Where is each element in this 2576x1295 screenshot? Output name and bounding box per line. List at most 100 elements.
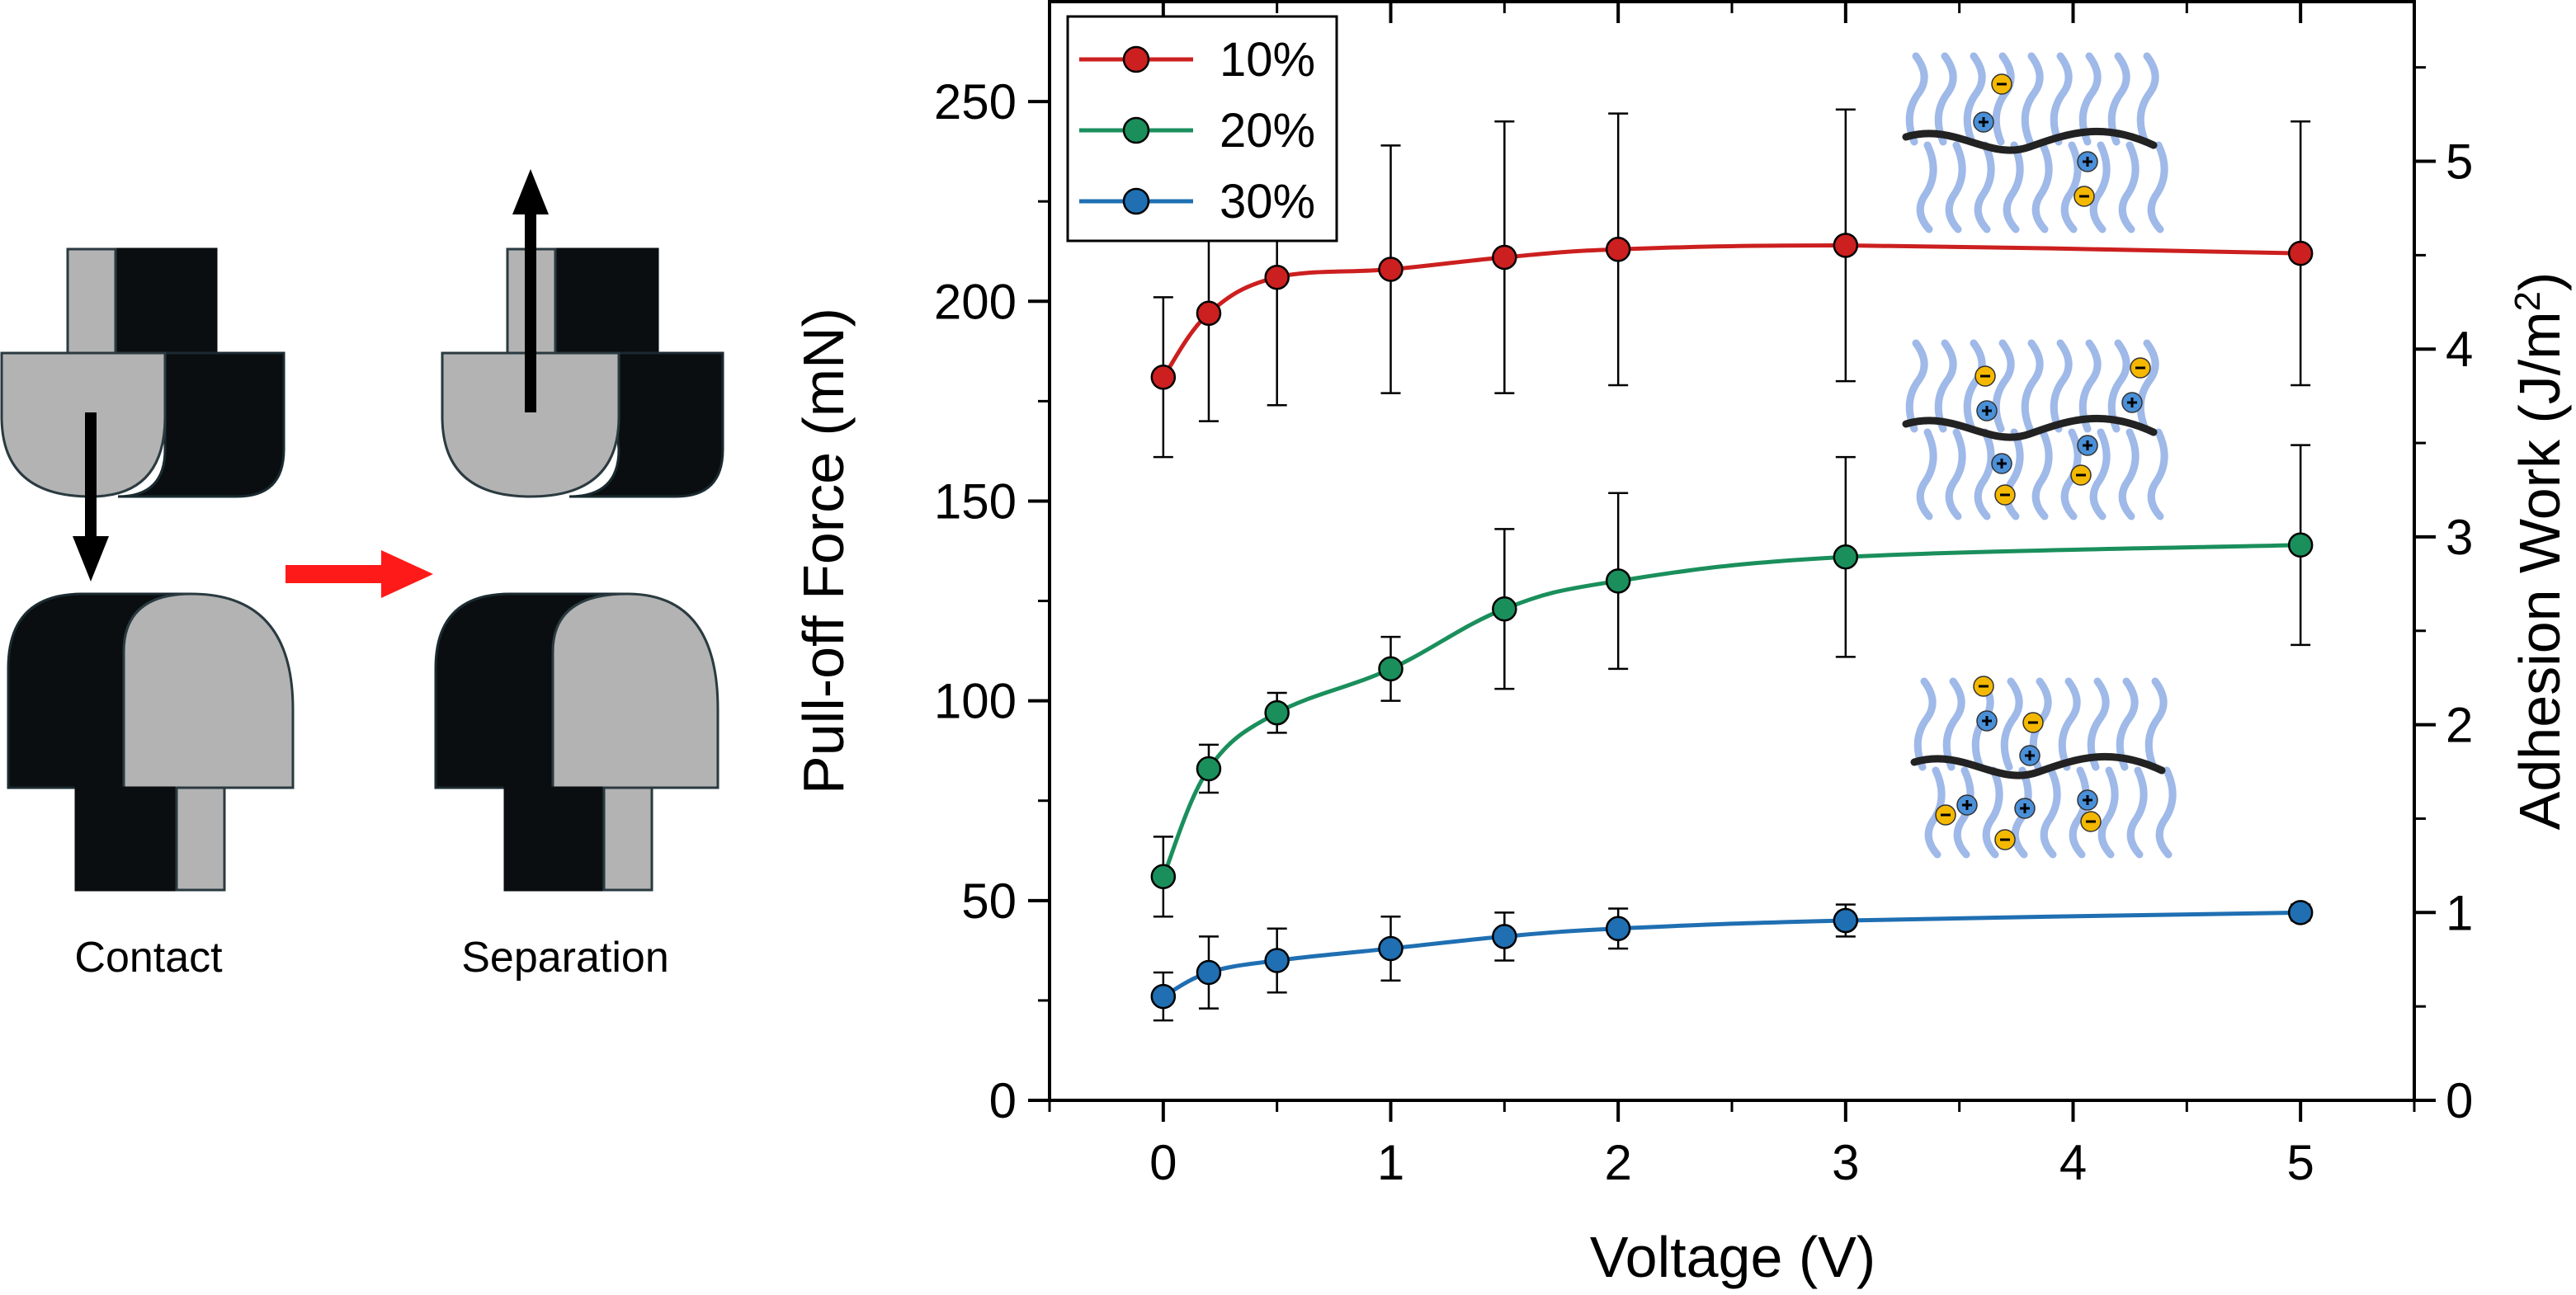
- polymer-chain-20-icon-brush-up: [2021, 339, 2044, 433]
- data-point-10%-4: [1492, 244, 1517, 271]
- data-point-10%-5: [1605, 237, 1631, 262]
- polymer-chain-10-icon-brush-up: [1905, 52, 1928, 146]
- x-tick-label-3: 3: [1832, 1135, 1859, 1190]
- y-tick-label-0: 0: [989, 1073, 1017, 1128]
- polymer-chain-20-icon-brush-up: [1992, 339, 2015, 433]
- polymer-chain-20-icon-brush-down: [2118, 428, 2140, 520]
- x-axis: 0 1 2 3 4 5: [1048, 2, 2416, 1190]
- data-point-20%-3: [1378, 656, 1404, 682]
- polymer-chain-10-icon-brush-up: [2078, 52, 2102, 146]
- polymer-chain-10-icon-brush-down: [2089, 141, 2111, 233]
- legend-label-20%: 20%: [1220, 104, 1315, 158]
- legend: 10% 20% 30%: [1066, 15, 1338, 243]
- data-point-20%-6: [1833, 544, 1859, 570]
- polymer-chain-20-icon-brush-down: [2060, 428, 2082, 520]
- polymer-chain-10-icon-brush-up: [2050, 52, 2073, 146]
- polymer-chain-30-icon-brush-up: [2058, 677, 2081, 771]
- polymer-chain-30-icon-brush-down: [1924, 766, 1946, 859]
- y-tick-label-3: 150: [934, 473, 1017, 529]
- polymer-chain-30-icon-brush-up: [2116, 677, 2139, 771]
- legend-label-10%: 10%: [1220, 33, 1315, 87]
- polymer-chain-30-icon: [1910, 676, 2177, 859]
- polymer-chain-30-icon-brush-up: [2000, 677, 2023, 771]
- y-tick-label-4: 200: [934, 274, 1017, 329]
- polymer-chain-20-icon-brush-up: [1905, 339, 1928, 433]
- data-point-20%-7: [2287, 532, 2314, 558]
- y2-tick-label-5: 5: [2446, 134, 2473, 190]
- polymer-chain-10-icon-backbone: [1902, 127, 2158, 154]
- polymer-chain-10-icon-brush-up: [1963, 52, 1986, 146]
- series-30%: [1150, 900, 2314, 1022]
- data-point-20%-0: [1150, 864, 1177, 890]
- polymer-chain-10-icon-brush-down: [2060, 141, 2082, 233]
- polymer-chain-20-icon-brush-down: [1945, 428, 1966, 520]
- polymer-chain-10-icon-brush-up: [2107, 52, 2130, 146]
- y2-tick-label-2: 2: [2446, 698, 2473, 753]
- data-point-30%-0: [1150, 983, 1177, 1010]
- polymer-chain-10-icon-brush-down: [1916, 141, 1937, 233]
- y-axis-title: Pull-off Force (mN): [791, 308, 856, 794]
- y2-tick-label-3: 3: [2446, 510, 2473, 565]
- data-point-10%-1: [1196, 300, 1222, 327]
- y-tick-label-1: 50: [961, 874, 1017, 929]
- polymer-chain-30-icon-brush-up: [2087, 677, 2110, 771]
- polymer-chain-30-icon-brush-down: [2097, 766, 2119, 859]
- polymer-chain-10-icon-brush-down: [2118, 141, 2140, 233]
- y2-axis-title-end: ): [2508, 272, 2572, 291]
- polymer-chain-20-icon-brush-down: [2003, 428, 2024, 520]
- data-point-10%-2: [1264, 264, 1290, 290]
- polymer-chain-10-icon-brush-down: [2031, 141, 2053, 233]
- y-tick-label-2: 100: [934, 674, 1017, 729]
- polymer-chain-30-icon-brush-down: [2069, 766, 2090, 859]
- pull-arrow-icon: [73, 412, 109, 582]
- polymer-chain-30-icon-brush-up: [1913, 677, 1937, 771]
- inset-layer: [1902, 52, 2177, 859]
- polymer-chain-30-icon-backbone: [1910, 752, 2166, 779]
- polymer-chain-30-icon-brush-down: [1982, 766, 2003, 859]
- polymer-chain-10-icon-brush-up: [2136, 52, 2159, 146]
- polymer-chain-20-icon-brush-down: [2089, 428, 2111, 520]
- data-point-10%-0: [1150, 365, 1177, 390]
- polymer-chain-20-icon-brush-up: [1934, 339, 1957, 433]
- data-point-30%-7: [2287, 900, 2314, 925]
- polymer-chain-30-icon-brush-down: [2011, 766, 2032, 859]
- polymer-chain-20-icon-backbone: [1902, 414, 2158, 441]
- legend-marker-20%: [1122, 116, 1150, 144]
- data-point-30%-5: [1605, 916, 1631, 941]
- polymer-chain-10-icon-brush-up: [1934, 52, 1957, 146]
- data-point-10%-6: [1833, 233, 1859, 258]
- y2-axis-title-main: Adhesion Work (J/m: [2508, 311, 2572, 830]
- schematic: Contact Separation: [0, 169, 724, 982]
- data-point-30%-2: [1264, 948, 1290, 973]
- polymer-chain-30-icon-brush-up: [2144, 677, 2168, 771]
- polymer-chain-30-icon-brush-down: [2126, 766, 2148, 859]
- y2-axis-title: Adhesion Work (J/m2): [2508, 272, 2572, 831]
- series-20%: [1150, 444, 2314, 918]
- polymer-chain-20-icon-brush-up: [2078, 339, 2102, 433]
- polymer-chain-20-icon-brush-down: [2147, 428, 2168, 520]
- series-10%: [1150, 108, 2314, 459]
- separation-probe-icon: [441, 247, 724, 498]
- polymer-chain-20-icon-brush-up: [2136, 339, 2159, 433]
- series-line-10%: [1161, 243, 2301, 379]
- separation-label: Separation: [461, 934, 669, 982]
- polymer-chain-30-icon-brush-down: [2155, 766, 2177, 859]
- polymer-chain-20-icon-brush-up: [2050, 339, 2073, 433]
- legend-marker-10%: [1122, 45, 1150, 73]
- polymer-chain-20-icon-brush-down: [2031, 428, 2053, 520]
- x-tick-label-0: 0: [1149, 1135, 1177, 1190]
- polymer-chain-30-icon-brush-down: [2040, 766, 2061, 859]
- polymer-chain-10-icon-brush-down: [1974, 141, 1995, 233]
- x-tick-label-1: 1: [1377, 1135, 1404, 1190]
- legend-label-30%: 30%: [1220, 175, 1315, 228]
- y-tick-label-5: 250: [934, 74, 1017, 130]
- polymer-chain-30-icon-brush-down: [1953, 766, 1974, 859]
- polymer-chain-10-icon-brush-down: [1945, 141, 1966, 233]
- series-layer: [1150, 108, 2314, 1022]
- data-point-20%-1: [1196, 756, 1222, 782]
- polymer-chain-20-icon-brush-down: [1974, 428, 1995, 520]
- polymer-chain-20-icon-brush-down: [1916, 428, 1937, 520]
- x-axis-title: Voltage (V): [1590, 1225, 1875, 1289]
- polymer-chain-10-icon-brush-down: [2147, 141, 2168, 233]
